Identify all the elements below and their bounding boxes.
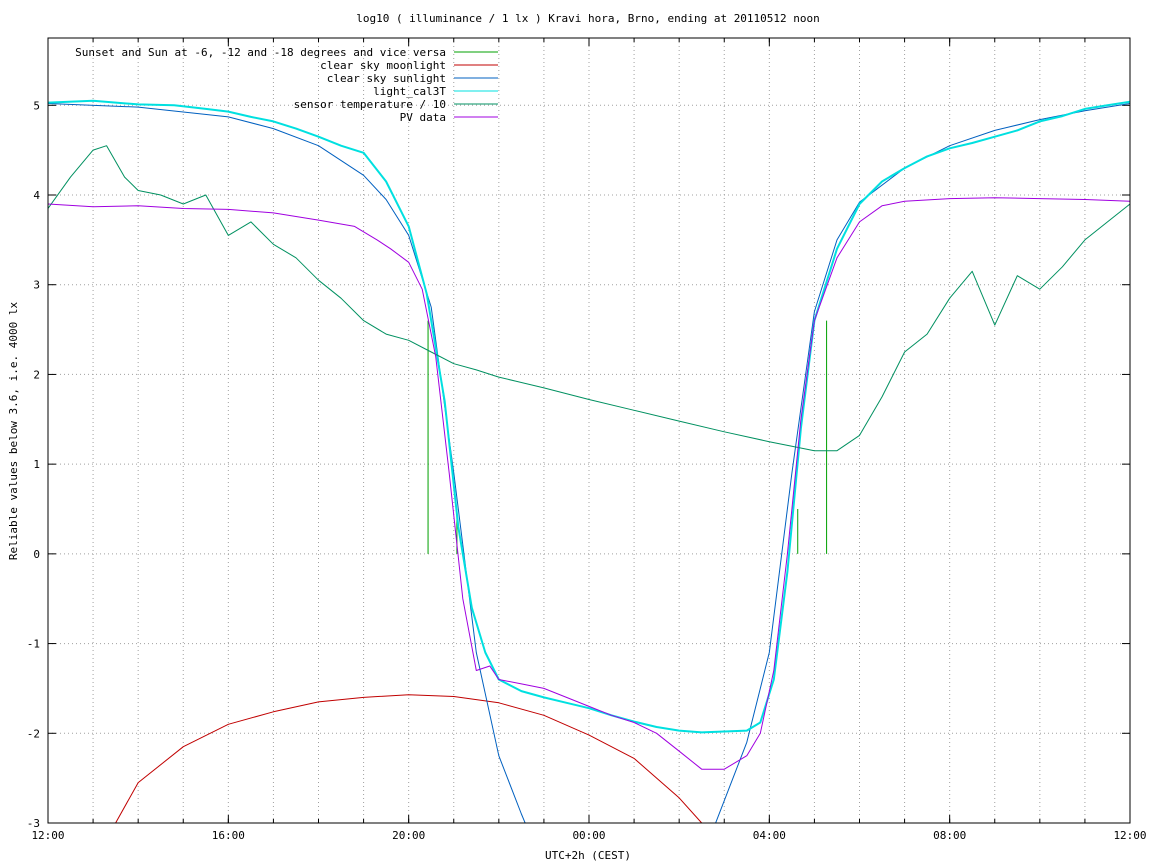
axis-ticks: -3 -2 -1 0 1 2 3 4 5 12:00 16:00 20:00 00:00 04:00 08:… [27,38,1147,842]
x-tick-label: 12:00 [31,829,64,842]
series-clear-sky-moonlight [115,694,703,823]
y-axis-label: Reliable values below 3.6, i.e. 4000 lx [7,301,20,560]
y-tick-label: 2 [33,368,40,381]
legend-label: light_cal3T [373,85,446,98]
x-tick-label: 00:00 [572,829,605,842]
y-tick-label: 3 [33,279,40,292]
series-pv-data [48,197,1130,770]
x-tick-label: 08:00 [933,829,966,842]
x-tick-label: 16:00 [212,829,245,842]
legend-label: sensor temperature / 10 [294,98,446,111]
y-tick-label: -3 [27,817,40,830]
chart-title: log10 ( illuminance / 1 lx ) Kravi hora,… [356,12,820,25]
grid [48,38,1130,823]
series-sensor-temperature-10 [48,145,1130,452]
x-tick-label: 20:00 [392,829,425,842]
series-layer [48,99,1130,823]
y-tick-label: 0 [33,548,40,561]
y-tick-label: 4 [33,189,40,202]
legend-label: clear sky sunlight [327,72,446,85]
plot-frame [47,37,1131,824]
y-tick-label: -2 [27,727,40,740]
y-tick-label: 1 [33,458,40,471]
legend-label: Sunset and Sun at -6, -12 and -18 degree… [75,46,446,59]
x-tick-label: 04:00 [753,829,786,842]
x-tick-label: 12:00 [1113,829,1146,842]
y-tick-label: -1 [27,638,40,651]
legend: Sunset and Sun at -6, -12 and -18 degree… [75,46,498,124]
legend-label: clear sky moonlight [320,59,446,72]
legend-label: PV data [400,111,446,124]
y-tick-label: 5 [33,99,40,112]
x-axis-label: UTC+2h (CEST) [545,849,631,862]
